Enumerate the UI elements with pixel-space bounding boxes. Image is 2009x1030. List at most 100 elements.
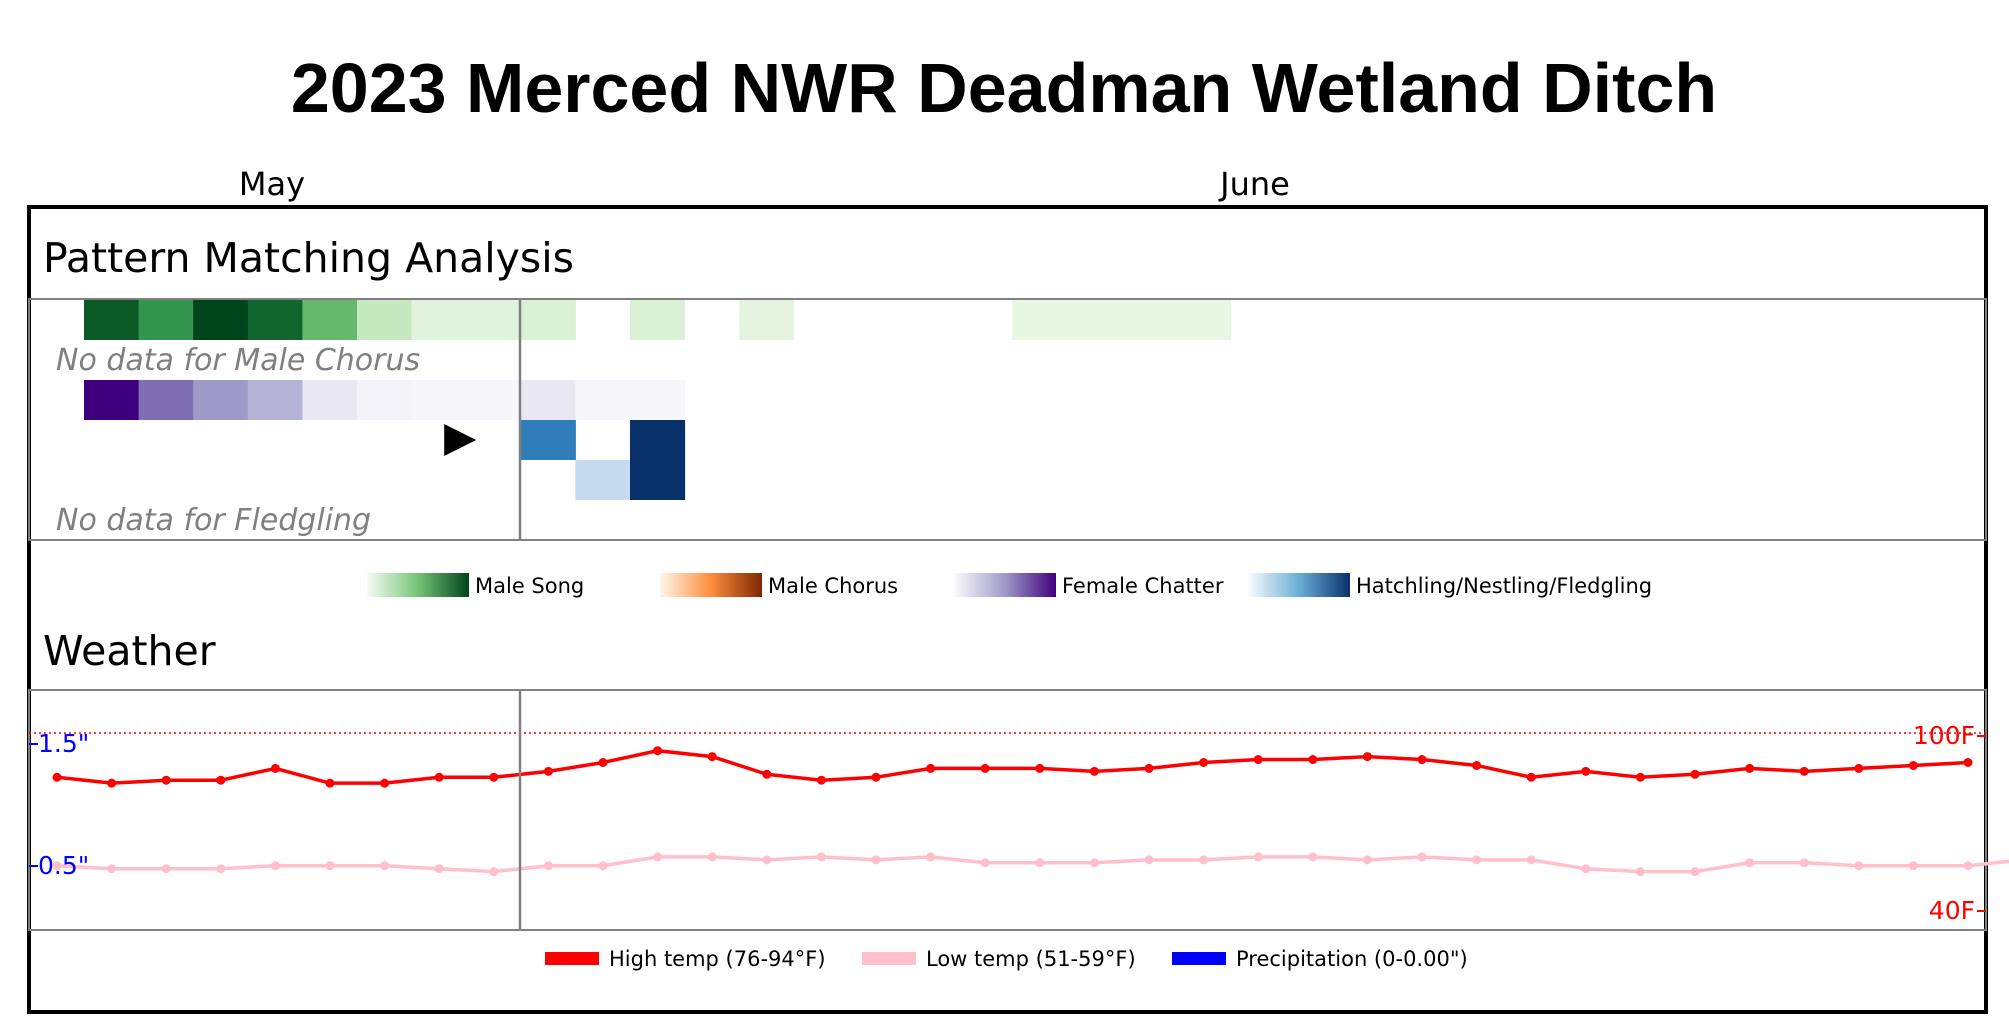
legend-colorbar — [954, 573, 1056, 597]
high-temp-point — [1581, 766, 1591, 776]
month-labels: May June — [239, 165, 1290, 203]
low-temp-point — [52, 861, 62, 871]
weather-legend-swatch — [1172, 952, 1226, 965]
low-temp-point — [380, 861, 390, 871]
figure-frame — [27, 205, 1988, 1014]
low-temp-point — [1745, 858, 1755, 868]
temp-axis-label: 40F — [1929, 896, 1975, 925]
low-temp-point — [270, 861, 280, 871]
high-temp-point — [816, 775, 826, 785]
high-temp-point — [1854, 763, 1864, 773]
heatmap-cell — [520, 300, 576, 340]
low-temp-point — [1963, 861, 1973, 871]
heatmap: No data for Male Chorus No data for Fledg… — [56, 299, 1232, 540]
high-temp-point — [52, 772, 62, 782]
heatmap-cell — [630, 420, 686, 460]
heatmap-cell — [357, 300, 413, 340]
low-temp-point — [1417, 852, 1427, 862]
high-temp-point — [762, 769, 772, 779]
temp-axis-label: 100F — [1913, 721, 1975, 750]
high-temp-point — [598, 758, 608, 767]
weather-legend-entry: High temp (76-94°F) — [609, 947, 826, 971]
heatmap-cell — [411, 300, 467, 340]
high-temp-point — [707, 752, 717, 762]
low-temp-point — [1581, 864, 1591, 874]
low-temp-point — [161, 864, 171, 874]
month-label: May — [239, 165, 305, 203]
legend-entry: Male Song — [475, 574, 584, 598]
low-temp-point — [1472, 855, 1482, 865]
legend-entry: Female Chatter — [1062, 574, 1224, 598]
high-temp-point — [216, 775, 226, 785]
low-temp-point — [762, 855, 772, 865]
pattern-panel — [28, 298, 1987, 541]
low-temp-point — [1308, 852, 1318, 862]
high-temp-point — [1308, 755, 1318, 765]
low-temp-point — [216, 864, 226, 874]
high-temp-point — [1472, 760, 1482, 770]
heatmap-cell — [138, 380, 194, 420]
high-temp-point — [543, 766, 553, 776]
high-temp-point — [1253, 755, 1263, 765]
heatmap-cell — [630, 300, 686, 340]
heatmap-cell — [193, 380, 249, 420]
high-temp-point — [1199, 758, 1209, 767]
high-temp-point — [1417, 755, 1427, 765]
low-temp-point — [926, 852, 936, 862]
heatmap-cell — [630, 380, 686, 420]
high-temp-point — [434, 772, 444, 782]
low-temp-point — [1799, 858, 1809, 868]
marker-triangle — [444, 424, 477, 456]
heatmap-cell — [520, 380, 576, 420]
high-temp-point — [1635, 772, 1645, 782]
heatmap-cell — [247, 380, 303, 420]
low-temp-point — [707, 852, 717, 862]
heatmap-cell — [357, 380, 413, 420]
weather-panel — [28, 689, 1987, 931]
high-temp-point — [1690, 769, 1700, 779]
low-temp-point — [1526, 855, 1536, 865]
high-temp-point — [325, 778, 335, 788]
weather-legend-swatch — [862, 952, 916, 965]
heatmap-cell — [193, 300, 249, 340]
legend-colorbar — [660, 573, 762, 597]
high-temp-point — [1745, 763, 1755, 773]
weather-legend-swatch — [545, 952, 599, 965]
low-temp-point — [107, 864, 117, 874]
low-temp-point — [1908, 861, 1918, 871]
chart-title: 2023 Merced NWR Deadman Wetland Ditch — [291, 49, 1717, 127]
no-data-label: No data for Male Chorus — [56, 343, 420, 378]
heatmap-cell — [84, 300, 140, 340]
heatmap-cell — [1012, 300, 1068, 340]
low-temp-point — [1253, 852, 1263, 862]
heatmap-cell — [466, 300, 522, 340]
pattern-section-title: Pattern Matching Analysis — [43, 234, 574, 282]
high-temp-point — [1035, 763, 1045, 773]
low-temp-point — [598, 861, 608, 871]
high-temp-point — [489, 772, 499, 782]
heatmap-cell — [520, 420, 576, 460]
heatmap-cell — [138, 300, 194, 340]
high-temp-point — [871, 772, 881, 782]
high-temp-point — [653, 746, 663, 756]
low-temp-point — [1199, 855, 1209, 865]
low-temp-point — [1854, 861, 1864, 871]
heatmap-cell — [247, 300, 303, 340]
high-temp-point — [270, 763, 280, 773]
high-temp-point — [107, 778, 117, 788]
legend-colorbar — [1248, 573, 1350, 597]
weather-legend-entry: Precipitation (0-0.00") — [1236, 947, 1468, 971]
low-temp-point — [1690, 867, 1700, 877]
low-temp-point — [871, 855, 881, 865]
low-temp-point — [543, 861, 553, 871]
low-temp-point — [816, 852, 826, 862]
high-temp-line — [56, 748, 1969, 785]
heatmap-cell — [1121, 300, 1177, 340]
weather-axes: 1.5" 0.5" 100F 40F — [29, 721, 1986, 925]
low-temp-point — [653, 852, 663, 862]
high-temp-point — [1963, 758, 1973, 767]
legend-entry: Hatchling/Nestling/Fledgling — [1356, 574, 1652, 598]
low-temp-point — [1035, 858, 1045, 868]
month-label: June — [1218, 165, 1290, 203]
